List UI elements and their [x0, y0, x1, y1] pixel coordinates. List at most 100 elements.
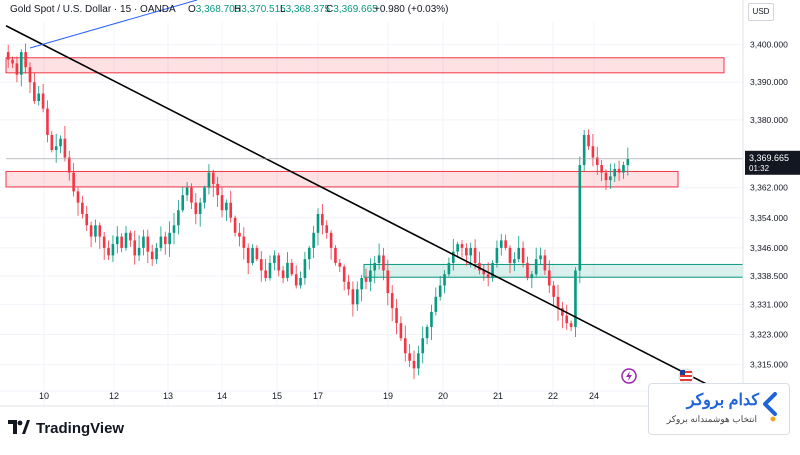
lightning-event-icon[interactable]: [621, 368, 637, 384]
x-tick-label: 12: [109, 391, 119, 401]
x-tick-label: 19: [383, 391, 393, 401]
candle-body: [473, 247, 477, 263]
candle-body: [15, 63, 19, 75]
candle-body: [185, 187, 189, 196]
candle-body: [403, 338, 407, 354]
candle-body: [530, 274, 534, 278]
candle-body: [277, 255, 281, 271]
candle-body: [395, 308, 398, 324]
candle-body: [521, 247, 525, 263]
zones: [5, 57, 744, 278]
price-change: +0.980 (+0.03%): [374, 4, 449, 15]
candle-body: [211, 172, 215, 184]
candle-body: [626, 158, 630, 166]
candle-body: [198, 202, 202, 214]
candle-body: [299, 278, 302, 286]
candle-body: [150, 251, 154, 260]
price-axis[interactable]: 3,400.000 3,390.000 3,380.000 3,362.000 3,35…: [750, 40, 788, 396]
candle-body: [129, 232, 132, 241]
candle-body: [517, 247, 521, 260]
y-tick-label: 3,346.000: [750, 243, 788, 253]
y-tick-label: 3,323.000: [750, 329, 788, 339]
candle-body: [569, 323, 573, 327]
candle-body: [216, 183, 219, 196]
drawings[interactable]: [5, 0, 743, 392]
candle-body: [225, 202, 228, 211]
tradingview-logo[interactable]: TradingView: [8, 418, 124, 439]
candle-body: [76, 191, 80, 203]
candle-body: [360, 278, 363, 290]
candle-body: [534, 259, 538, 275]
symbol-title[interactable]: Gold Spot / U.S. Dollar · 15 · OANDA: [10, 4, 176, 15]
candle-body: [259, 259, 263, 271]
x-tick-label: 17: [313, 391, 323, 401]
candle-body: [50, 134, 54, 150]
candle-body: [604, 172, 608, 181]
candle-body: [451, 251, 455, 263]
candle-body: [430, 311, 433, 327]
candle-body: [124, 232, 128, 248]
candle-body: [325, 225, 329, 233]
candle-body: [98, 225, 102, 237]
candle-body: [133, 240, 137, 256]
candle-body: [41, 93, 45, 109]
candle-body: [238, 232, 241, 237]
tradingview-logo-icon: [8, 418, 30, 439]
candle-body: [220, 195, 224, 211]
candle-body: [24, 52, 27, 68]
price-tag-value: 3,369.665: [749, 153, 789, 163]
candle-body: [438, 285, 442, 297]
candle-body: [334, 247, 337, 263]
broker-title: کدام بروکر: [686, 392, 759, 409]
candle-body: [290, 262, 294, 275]
candle-body: [351, 289, 355, 305]
candle-body: [582, 134, 586, 166]
candle-body: [342, 266, 346, 282]
y-tick-label: 3,400.000: [750, 40, 788, 50]
candle-body: [543, 255, 547, 271]
candle-body: [268, 262, 272, 278]
candle-body: [355, 289, 359, 305]
candle-body: [264, 270, 267, 278]
time-axis[interactable]: 10 12 13 14 15 17 19 20 21 22 24: [39, 391, 599, 401]
candle-body: [591, 146, 595, 158]
candle-body: [329, 232, 333, 248]
candle-body: [408, 353, 411, 361]
candle-body: [491, 262, 494, 278]
candle-body: [67, 157, 71, 173]
candle-body: [587, 134, 590, 147]
candle-body: [137, 247, 141, 256]
candle-body: [373, 262, 377, 271]
candle-body: [434, 296, 438, 312]
candle-body: [486, 274, 490, 278]
candle-body: [168, 232, 171, 245]
candle-body: [146, 236, 150, 252]
candle-body: [386, 270, 390, 294]
x-tick-label: 20: [438, 391, 448, 401]
candle-body: [233, 217, 237, 233]
candle-body: [526, 262, 529, 278]
candle-body: [46, 108, 49, 135]
candles: [6, 43, 630, 380]
candle-body: [561, 308, 564, 316]
candle-body: [443, 274, 446, 286]
candle-body: [59, 138, 62, 147]
candle-body: [172, 225, 176, 233]
candle-body: [81, 202, 84, 214]
y-tick-label: 3,354.000: [750, 213, 788, 223]
candle-body: [390, 293, 394, 309]
candle-body: [617, 168, 621, 173]
candle-body: [312, 232, 315, 248]
x-tick-label: 22: [548, 391, 558, 401]
candle-body: [194, 202, 198, 214]
candle-body: [294, 274, 298, 286]
candle-body: [19, 52, 23, 75]
candle-body: [469, 247, 473, 256]
currency-button[interactable]: USD: [748, 3, 774, 21]
candle-body: [321, 214, 324, 226]
us-flag-icon[interactable]: [678, 368, 694, 384]
candle-body: [460, 244, 464, 248]
